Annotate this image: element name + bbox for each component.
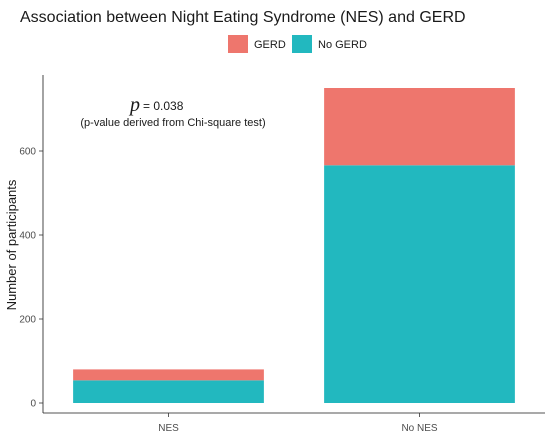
y-tick-label: 200	[19, 315, 36, 326]
annotation-note: (p-value derived from Chi-square test)	[80, 117, 265, 129]
legend-swatch-gerd	[228, 35, 248, 53]
bar-nes-gerd	[73, 369, 264, 381]
y-tick-label: 0	[30, 399, 36, 410]
annotation-p-value: = 0.038	[143, 99, 184, 113]
bar-no-nes-gerd	[324, 88, 515, 166]
y-tick-label: 600	[19, 147, 36, 158]
y-ticks: 0 200 400 600	[19, 147, 43, 410]
legend-label-no-gerd: No GERD	[318, 39, 367, 51]
legend: GERD No GERD	[228, 35, 367, 53]
y-axis-label: Number of participants	[4, 179, 19, 310]
legend-label-gerd: GERD	[254, 39, 286, 51]
p-value-annotation: p = 0.038 (p-value derived from Chi-squa…	[80, 94, 265, 129]
y-tick-label: 400	[19, 231, 36, 242]
bars	[73, 88, 515, 403]
bar-no-nes-no-gerd	[324, 165, 515, 403]
chart-title: Association between Night Eating Syndrom…	[20, 9, 466, 26]
x-tick-label: No NES	[401, 423, 437, 434]
bar-nes-no-gerd	[73, 380, 264, 403]
annotation-p-symbol: p	[128, 94, 140, 116]
x-ticks: NES No NES	[158, 413, 438, 434]
x-tick-label: NES	[158, 423, 179, 434]
legend-swatch-no-gerd	[292, 35, 312, 53]
